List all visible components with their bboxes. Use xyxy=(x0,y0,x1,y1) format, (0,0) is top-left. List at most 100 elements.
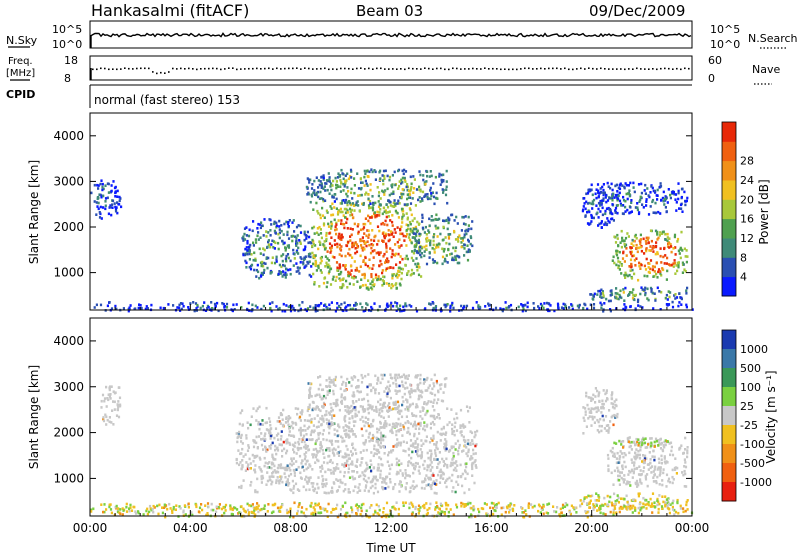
range-gate-cell xyxy=(331,451,335,454)
range-gate-cell xyxy=(685,289,688,292)
freq-point xyxy=(104,67,106,70)
range-gate-cell xyxy=(344,384,348,388)
range-gate-cell xyxy=(117,415,121,419)
range-gate-cell xyxy=(460,434,463,437)
range-gate-cell xyxy=(459,431,462,434)
range-gate-cell xyxy=(415,251,418,254)
range-gate-cell xyxy=(564,305,567,308)
range-gate-cell xyxy=(621,184,624,187)
range-gate-cell xyxy=(401,267,404,271)
range-gate-cell xyxy=(413,187,416,190)
range-gate-cell xyxy=(438,417,441,420)
range-gate-cell xyxy=(379,197,382,200)
range-gate-cell xyxy=(660,198,663,202)
range-gate-cell xyxy=(344,414,347,418)
range-gate-cell xyxy=(666,239,669,242)
range-gate-cell xyxy=(604,399,608,403)
range-gate-cell xyxy=(526,305,529,309)
range-gate-cell xyxy=(445,180,448,183)
range-gate-cell xyxy=(419,424,422,427)
range-gate-cell xyxy=(380,426,383,429)
range-gate-cell xyxy=(339,247,342,250)
range-gate-cell xyxy=(359,238,362,241)
range-gate-cell xyxy=(112,423,115,426)
range-gate-cell xyxy=(425,233,428,236)
range-gate-cell xyxy=(370,463,373,467)
range-gate-cell xyxy=(108,301,111,304)
range-gate-cell xyxy=(649,267,652,271)
range-gate-cell xyxy=(105,385,108,389)
range-gate-cell xyxy=(348,207,352,211)
range-gate-cell xyxy=(350,462,353,466)
freq-point xyxy=(232,67,234,69)
range-gate-cell xyxy=(336,266,339,270)
freq-point xyxy=(252,67,254,70)
range-gate-cell xyxy=(314,244,317,247)
range-gate-cell xyxy=(635,257,638,260)
range-gate-cell xyxy=(427,465,430,469)
range-gate-cell xyxy=(463,305,466,309)
range-gate-cell xyxy=(610,471,613,475)
range-gate-cell xyxy=(650,185,653,188)
range-gate-cell xyxy=(449,233,452,236)
range-gate-cell xyxy=(252,220,255,223)
range-gate-cell xyxy=(347,457,350,460)
nsky-frame xyxy=(89,20,693,49)
range-gate-cell xyxy=(336,429,339,433)
range-gate-cell xyxy=(423,250,426,253)
range-gate-cell xyxy=(421,213,424,217)
range-gate-cell xyxy=(651,268,654,271)
range-gate-cell xyxy=(584,207,587,211)
freq-point xyxy=(308,67,310,70)
range-gate-cell xyxy=(548,309,551,313)
range-gate-cell xyxy=(605,424,608,427)
range-gate-cell xyxy=(309,255,312,259)
range-gate-cell xyxy=(379,208,382,211)
freq-label-2: [MHz] xyxy=(6,68,35,79)
range-gate-cell xyxy=(434,175,437,179)
range-gate-cell xyxy=(602,197,605,200)
range-gate-cell xyxy=(322,420,325,423)
range-gate-cell xyxy=(285,267,288,271)
range-gate-cell xyxy=(314,442,317,446)
range-gate-cell xyxy=(622,307,625,311)
range-gate-cell xyxy=(338,232,341,236)
range-gate-cell xyxy=(284,309,287,313)
range-gate-cell xyxy=(629,305,632,308)
range-gate-cell xyxy=(430,378,433,381)
range-gate-cell xyxy=(368,216,372,219)
range-gate-cell xyxy=(426,389,429,392)
range-gate-cell xyxy=(652,246,656,249)
range-gate-cell xyxy=(329,205,332,208)
range-gate-cell xyxy=(631,461,634,464)
range-gate-cell xyxy=(297,465,300,469)
range-gate-cell xyxy=(433,408,436,412)
range-gate-cell xyxy=(391,214,394,217)
range-gate-cell xyxy=(629,504,632,508)
range-gate-cell xyxy=(399,428,403,431)
range-gate-cell xyxy=(615,307,618,310)
range-gate-cell xyxy=(261,476,265,480)
range-gate-cell xyxy=(334,225,337,228)
range-gate-cell xyxy=(285,449,289,453)
range-gate-cell xyxy=(587,407,590,411)
range-gate-cell xyxy=(378,203,381,206)
range-gate-cell xyxy=(379,277,382,281)
range-gate-cell xyxy=(332,447,336,450)
range-gate-cell xyxy=(434,196,438,200)
range-gate-cell xyxy=(388,464,391,467)
range-gate-cell xyxy=(235,457,238,461)
range-gate-cell xyxy=(215,506,219,510)
range-gate-cell xyxy=(416,449,419,453)
range-gate-cell xyxy=(597,420,600,424)
range-gate-cell xyxy=(417,198,420,202)
range-gate-cell xyxy=(440,173,443,177)
range-gate-cell xyxy=(281,424,285,428)
range-gate-cell xyxy=(351,256,354,259)
range-gate-cell xyxy=(366,385,369,389)
range-gate-cell xyxy=(343,207,346,211)
range-gate-cell xyxy=(431,405,434,408)
range-gate-cell xyxy=(391,220,394,224)
range-gate-cell xyxy=(351,228,354,231)
